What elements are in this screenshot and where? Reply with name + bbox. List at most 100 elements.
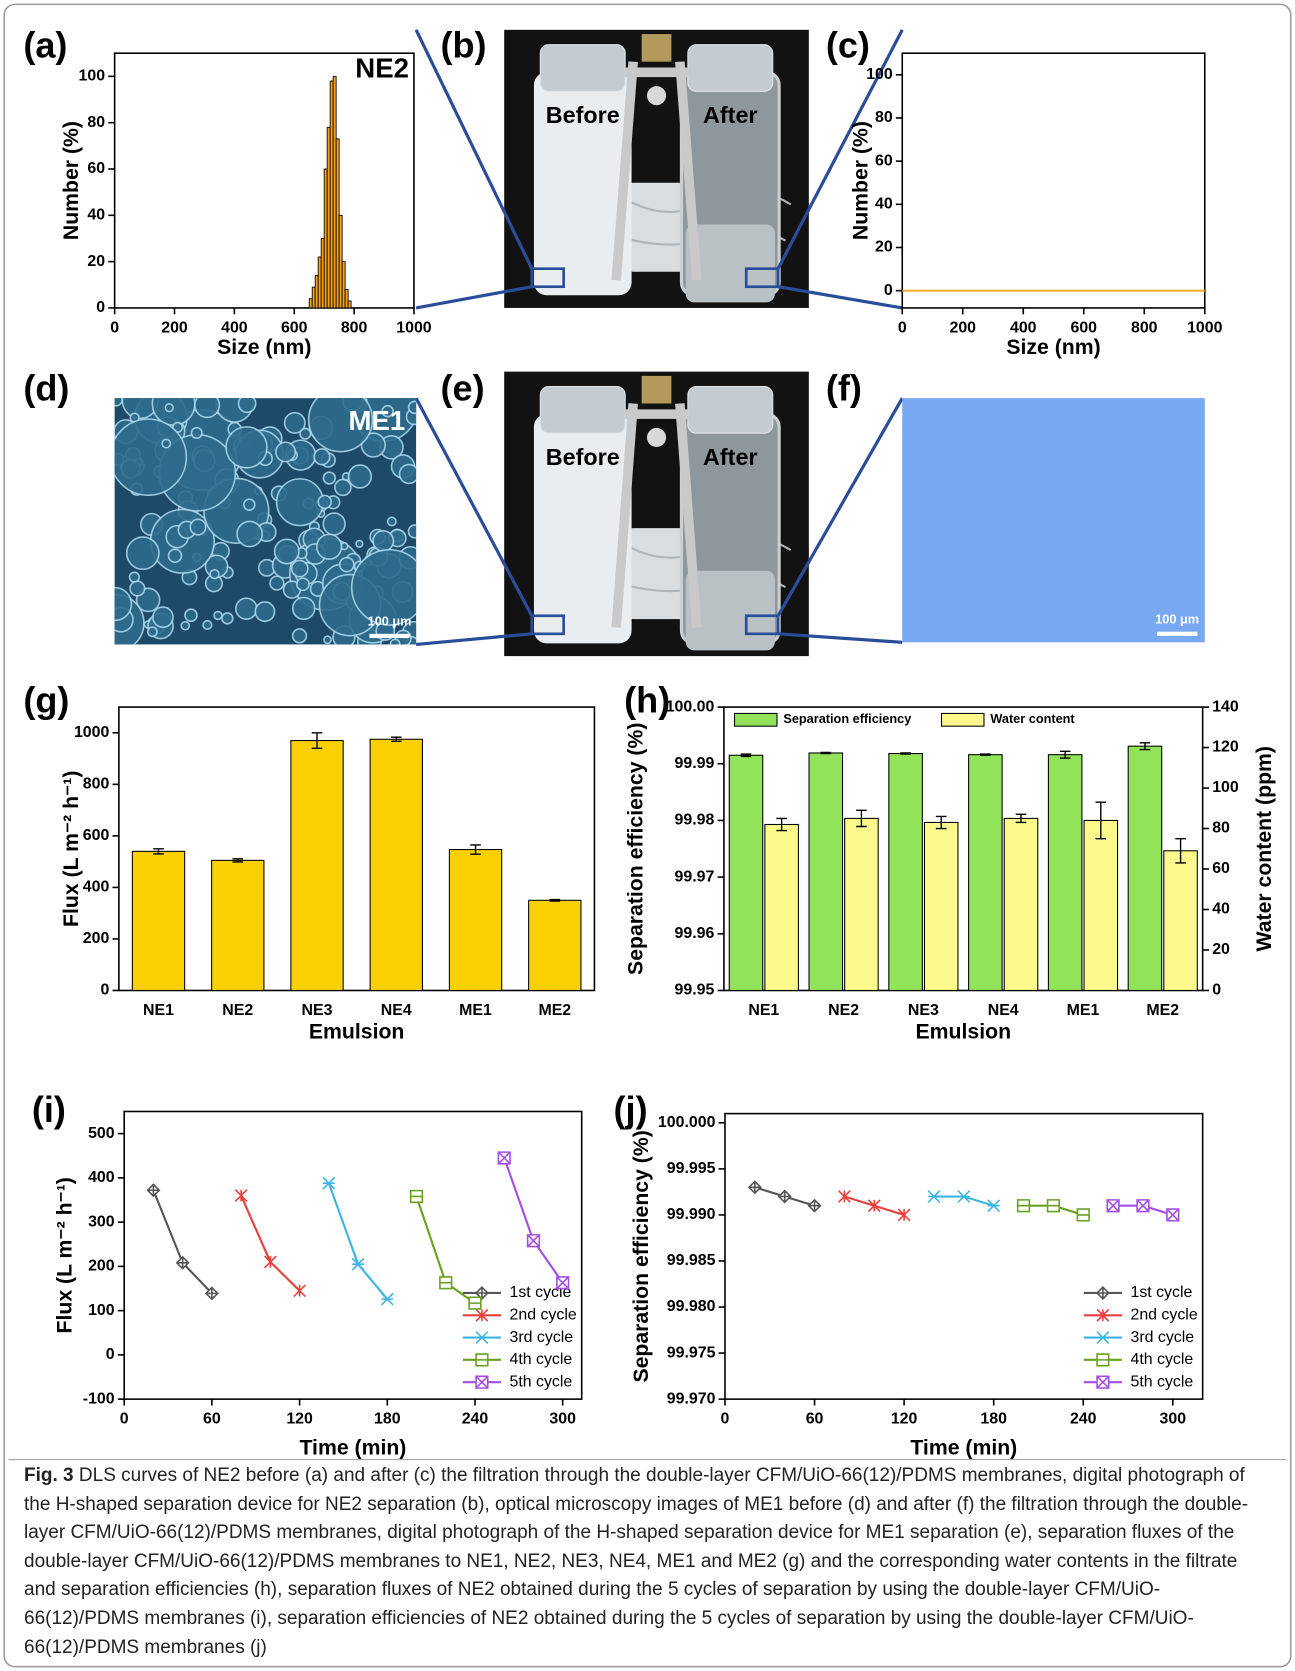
- y-tick-label: 0: [106, 1346, 115, 1363]
- point-marker: [293, 1284, 306, 1298]
- droplet: [114, 586, 133, 622]
- jar-before: [533, 414, 632, 644]
- droplet: [167, 548, 183, 564]
- y-tick-label: 99.995: [667, 1160, 716, 1177]
- y2-tick-label: 120: [1212, 739, 1239, 756]
- x-tick-label: ME1: [459, 1002, 492, 1019]
- label-before: Before: [546, 102, 620, 128]
- y-tick-label: 99.970: [667, 1390, 716, 1407]
- histogram-bar: [332, 75, 337, 309]
- bar: [1127, 745, 1163, 992]
- clamp-pin: [646, 427, 667, 447]
- y-tick-label: 99.97: [675, 868, 715, 885]
- point-marker: [556, 1276, 570, 1290]
- series-line: [503, 1157, 564, 1284]
- x-tick-label: 240: [1070, 1411, 1097, 1428]
- droplet: [221, 612, 234, 625]
- legend-marker: [474, 1286, 489, 1300]
- droplet: [273, 538, 300, 565]
- histogram-bar: [341, 261, 346, 309]
- caption: Fig. 3 DLS curves of NE2 before (a) and …: [24, 1462, 1274, 1662]
- legend-marker: [1096, 1353, 1110, 1367]
- histogram-bar: [347, 300, 352, 309]
- panel-label: (j): [614, 1089, 648, 1130]
- x-tick-label: 120: [891, 1411, 918, 1428]
- y-tick-label: 99.98: [675, 812, 715, 829]
- y-axis-label: Separation efficiency (%): [630, 1130, 653, 1382]
- x-axis-label: Size (nm): [1006, 336, 1100, 359]
- clamp-pin: [646, 86, 667, 106]
- droplet: [347, 464, 373, 489]
- x-tick-label: ME2: [538, 1002, 571, 1019]
- y-tick-label: 400: [88, 1169, 115, 1186]
- plot-frame: [123, 1110, 583, 1400]
- droplet: [237, 398, 257, 414]
- bar: [1083, 819, 1119, 992]
- y2-tick-label: 20: [1212, 941, 1230, 958]
- error-bar: [1015, 813, 1027, 824]
- bar: [968, 754, 1003, 992]
- y-axis-label: Flux (L m⁻² h⁻¹): [60, 771, 83, 927]
- droplet: [114, 418, 188, 497]
- scale-bar: [369, 633, 410, 639]
- point-marker: [409, 1189, 424, 1204]
- y-tick-label: 99.99: [675, 755, 715, 772]
- annotation: NE2: [355, 52, 409, 83]
- droplet: [164, 403, 174, 413]
- legend-label: 2nd cycle: [510, 1306, 577, 1323]
- point-marker: [204, 1286, 219, 1301]
- clamp: [611, 61, 702, 281]
- y-tick-label: 0: [100, 982, 109, 999]
- histogram-bar: [308, 298, 313, 309]
- droplet: [389, 638, 401, 645]
- point-marker: [927, 1190, 941, 1203]
- bar: [888, 753, 923, 992]
- error-bar: [935, 815, 947, 830]
- point-marker: [747, 1180, 762, 1195]
- droplet: [225, 426, 268, 469]
- droplet: [360, 432, 386, 458]
- x-tick-label: 0: [721, 1411, 730, 1428]
- y2-tick-label: 140: [1212, 698, 1239, 715]
- bar: [1163, 850, 1198, 992]
- jar-after-neck: [687, 385, 774, 434]
- x-tick-label: 60: [806, 1411, 824, 1428]
- y-tick-label: 1000: [74, 724, 110, 741]
- panel-label: (d): [23, 367, 69, 408]
- legend-marker: [1096, 1331, 1110, 1344]
- droplet: [254, 601, 276, 623]
- legend-marker: [475, 1331, 489, 1344]
- legend-marker: [1096, 1308, 1110, 1322]
- point-marker: [1136, 1199, 1150, 1213]
- zoom-box: [530, 614, 565, 636]
- error-bar: [820, 751, 832, 755]
- histogram-bar: [335, 138, 340, 309]
- droplet: [283, 411, 306, 434]
- legend-label: 1st cycle: [1130, 1284, 1192, 1301]
- y-tick-label: 800: [83, 776, 110, 793]
- x-tick-label: 60: [203, 1411, 221, 1428]
- plot-frame: [113, 52, 415, 309]
- zoom-box: [744, 614, 780, 636]
- bar: [290, 740, 344, 992]
- x-tick-label: 0: [110, 319, 119, 336]
- x-tick-label: ME1: [1067, 1002, 1100, 1019]
- zoom-line: [415, 632, 532, 647]
- error-bar: [153, 848, 164, 855]
- droplet: [355, 539, 364, 548]
- x-tick-label: ME2: [1146, 1002, 1179, 1019]
- y2-tick-label: 40: [1212, 901, 1230, 918]
- jar-after-neck: [687, 44, 774, 92]
- x-tick-label: 400: [221, 319, 248, 336]
- x-axis-label: Emulsion: [916, 1021, 1012, 1044]
- legend-label: 4th cycle: [510, 1351, 573, 1368]
- error-bar: [311, 732, 323, 749]
- y-axis-label: Flux (L m⁻² h⁻¹): [53, 1177, 76, 1333]
- plot-frame: [724, 1112, 1204, 1400]
- point-marker: [838, 1190, 851, 1203]
- y2-tick-label: 80: [1212, 820, 1230, 837]
- error-bar: [549, 898, 561, 902]
- legend-swatch: [940, 712, 985, 727]
- histogram-bar: [314, 275, 319, 309]
- series-line: [327, 1182, 389, 1300]
